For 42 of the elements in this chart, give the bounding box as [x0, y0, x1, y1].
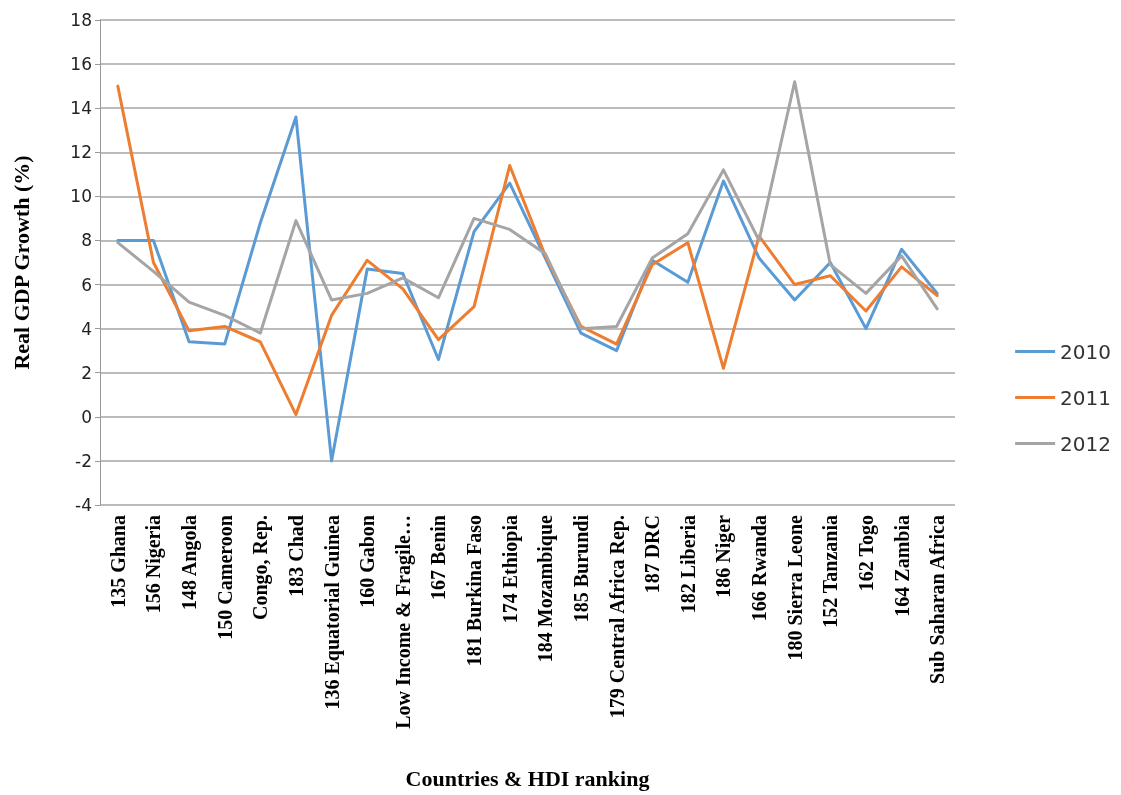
x-tick-label: 184 Mozambique	[534, 514, 558, 663]
y-tick-label: -4	[75, 495, 92, 515]
x-tick-label: 136 Equatorial Guinea	[320, 515, 344, 710]
y-tick-label: 6	[81, 274, 92, 295]
y-axis-title: Real GDP Growth (%)	[8, 155, 34, 370]
y-tick-label: 0	[81, 406, 92, 427]
x-tick-label: 162 Togo	[854, 515, 878, 592]
y-tick-label: 2	[81, 362, 92, 383]
x-tick-label: 135 Ghana	[106, 515, 129, 608]
x-tick-label: 182 Liberia	[676, 515, 699, 614]
y-tick-label: -2	[75, 450, 92, 471]
x-tick-label: 174 Ethiopia	[498, 515, 522, 624]
x-tick-label: 181 Burkina Faso	[463, 515, 486, 667]
x-tick-label: 156 Nigeria	[142, 515, 166, 614]
x-tick-label: 164 Zambia	[890, 515, 913, 617]
line-series	[116, 84, 939, 417]
x-tick-label: 187 DRC	[641, 515, 664, 594]
x-tick-label: 186 Niger	[712, 514, 736, 598]
y-tick-label: 8	[81, 230, 92, 251]
x-tick-label: 152 Tanzania	[819, 515, 842, 628]
x-tick-label: Congo, Rep.	[249, 515, 273, 621]
x-tick-label: 180 Sierra Leone	[783, 514, 806, 661]
y-tick-label: 4	[81, 318, 92, 339]
x-tick-label: Sub Saharan Africa	[926, 515, 949, 684]
x-tick-label: 148 Angola	[178, 515, 202, 611]
x-tick-label: 185 Burundi	[569, 514, 592, 623]
x-tick-label: 167 Benin	[427, 515, 450, 601]
y-tick-label: 18	[70, 10, 92, 30]
x-tick-label: 179 Central Africa Rep.	[605, 515, 629, 719]
y-tick-label: 16	[70, 54, 92, 75]
y-tick-label: 10	[70, 186, 92, 207]
x-tick-label: 166 Rwanda	[748, 515, 771, 622]
x-tick-label: 183 Chad	[284, 515, 307, 597]
legend-label: 2012	[1060, 431, 1112, 456]
x-tick-label: 160 Gabon	[356, 515, 379, 608]
x-tick-label: Low Income & Fragile…	[391, 515, 415, 729]
x-axis-title: Countries & HDI ranking	[405, 765, 650, 791]
x-tick-label: 150 Cameroon	[213, 515, 236, 640]
y-tick-label: 14	[70, 98, 92, 119]
legend-label: 2010	[1060, 339, 1112, 364]
legend-label: 2011	[1060, 385, 1112, 410]
y-tick-label: 12	[70, 142, 92, 163]
